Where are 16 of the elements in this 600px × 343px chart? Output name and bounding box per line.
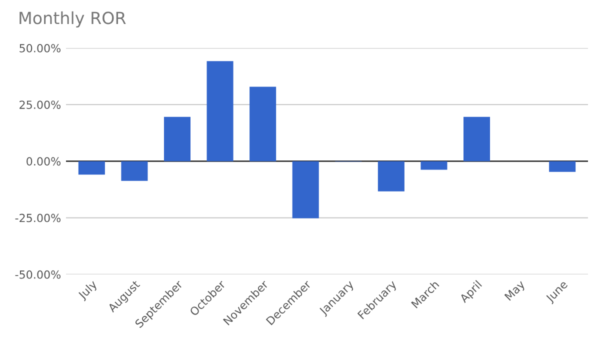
chart-title: Monthly ROR [20, 11, 126, 28]
y-tick-label: -50.00% [15, 270, 61, 279]
bar [78, 161, 105, 175]
y-tick-label: 25.00% [20, 100, 61, 109]
bar [378, 161, 404, 192]
bar [206, 61, 234, 162]
bar [420, 161, 448, 170]
bar [549, 161, 576, 172]
bar [250, 86, 276, 162]
y-tick-label: 0.00% [26, 157, 61, 166]
bar [463, 116, 490, 162]
bar [292, 161, 319, 218]
bar [164, 116, 191, 162]
y-tick-label: -25.00% [15, 214, 61, 222]
bar [121, 161, 148, 181]
y-tick-label: 50.00% [20, 44, 61, 52]
